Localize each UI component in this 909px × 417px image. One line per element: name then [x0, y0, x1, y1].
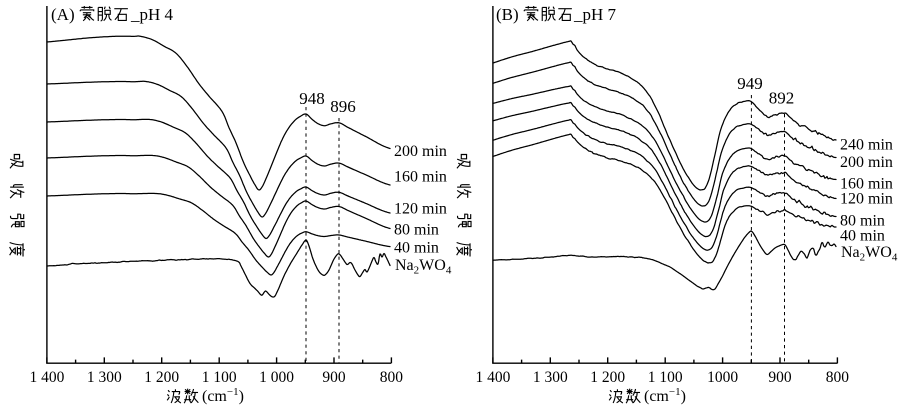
svg-text:900: 900 [322, 369, 346, 386]
svg-text:1 100: 1 100 [648, 369, 683, 386]
svg-text:(B): (B) [496, 5, 519, 24]
svg-text:1000: 1000 [707, 369, 738, 386]
svg-text:1 200: 1 200 [144, 369, 179, 386]
svg-text:200 min: 200 min [840, 154, 893, 171]
svg-text:1 300: 1 300 [533, 369, 568, 386]
svg-text:892: 892 [769, 89, 795, 108]
svg-text:800: 800 [826, 369, 850, 386]
svg-text:949: 949 [737, 74, 763, 93]
svg-text:1 200: 1 200 [590, 369, 625, 386]
svg-text:Na2WO4: Na2WO4 [841, 244, 898, 264]
svg-text:40 min: 40 min [840, 228, 885, 245]
svg-text:40 min: 40 min [394, 240, 439, 257]
svg-text:160 min: 160 min [394, 169, 447, 186]
svg-text:948: 948 [299, 89, 325, 108]
svg-text:Na2WO4: Na2WO4 [395, 257, 452, 277]
svg-text:120 min: 120 min [394, 201, 447, 218]
svg-text:800: 800 [380, 369, 404, 386]
svg-text:_pH 4: _pH 4 [130, 5, 174, 24]
svg-text:1 100: 1 100 [202, 369, 237, 386]
svg-text:1 400: 1 400 [475, 369, 510, 386]
svg-text:80 min: 80 min [840, 212, 885, 229]
svg-text:_pH 7: _pH 7 [573, 5, 617, 24]
svg-text:160 min: 160 min [840, 176, 893, 193]
svg-text:896: 896 [330, 97, 356, 116]
svg-text:200 min: 200 min [394, 143, 447, 160]
svg-text:(A): (A) [51, 5, 75, 24]
svg-text:1 400: 1 400 [29, 369, 64, 386]
svg-text:240 min: 240 min [840, 136, 893, 153]
svg-text:120 min: 120 min [840, 191, 893, 208]
svg-text:1 300: 1 300 [87, 369, 122, 386]
svg-text:(cm−1): (cm−1) [202, 386, 244, 405]
svg-text:(cm−1): (cm−1) [644, 386, 686, 405]
svg-text:900: 900 [768, 369, 792, 386]
svg-text:80 min: 80 min [394, 222, 439, 239]
svg-text:1 000: 1 000 [259, 369, 294, 386]
